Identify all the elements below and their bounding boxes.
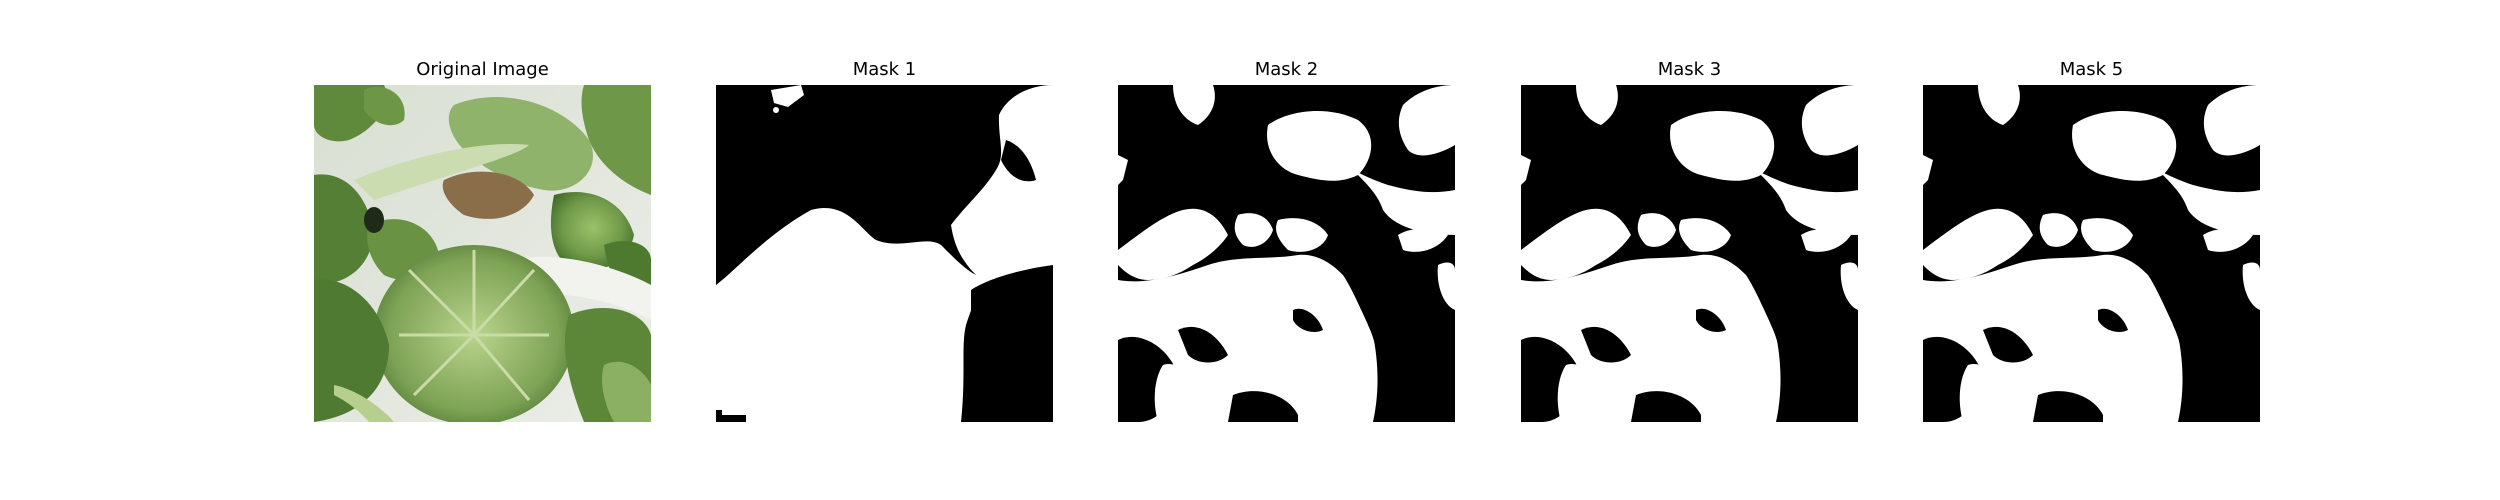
panel-mask-2: Mask 2	[1118, 0, 1455, 500]
panel-title-original-image: Original Image	[416, 59, 549, 80]
mask-2-image	[1118, 85, 1455, 422]
panel-original-image: Original Image	[314, 0, 651, 500]
panel-title-mask-2: Mask 2	[1254, 59, 1319, 80]
panel-mask-1: Mask 1	[716, 0, 1053, 500]
panel-mask-3: Mask 3	[1521, 0, 1858, 500]
mask-1-image	[716, 85, 1053, 422]
original-plant-photo	[314, 85, 651, 422]
mask-3-image	[1521, 85, 1858, 422]
panel-title-mask-1: Mask 1	[852, 59, 917, 80]
panel-mask-5: Mask 5	[1923, 0, 2260, 500]
mask-5-image	[1923, 85, 2260, 422]
panel-title-mask-3: Mask 3	[1657, 59, 1722, 80]
panel-title-mask-5: Mask 5	[2059, 59, 2124, 80]
